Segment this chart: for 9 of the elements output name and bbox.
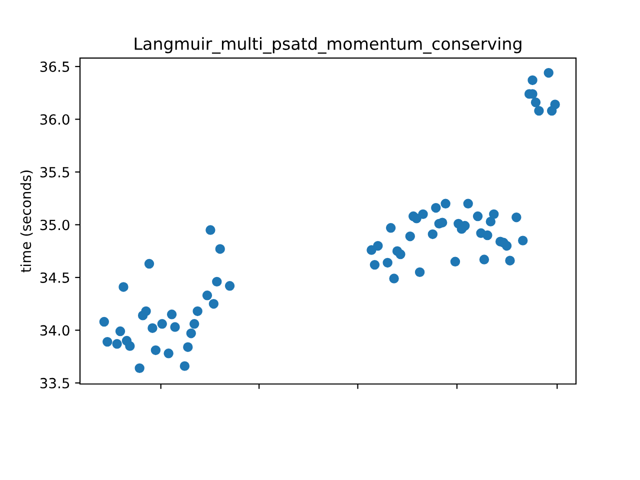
y-tick-label: 36.5 <box>40 61 70 72</box>
y-tick-label: 34.5 <box>40 272 70 283</box>
y-tick-label: 36.0 <box>40 114 70 125</box>
y-tick-label: 34.0 <box>40 325 70 336</box>
y-tick-label: 35.5 <box>40 166 70 178</box>
y-axis-title: time (seconds) <box>20 170 33 272</box>
y-tick-label: 35.0 <box>40 220 70 230</box>
y-tick-label: 33.5 <box>40 378 70 388</box>
chart-title: Langmuir_multi_psatd_momentum_conserving <box>134 37 522 54</box>
